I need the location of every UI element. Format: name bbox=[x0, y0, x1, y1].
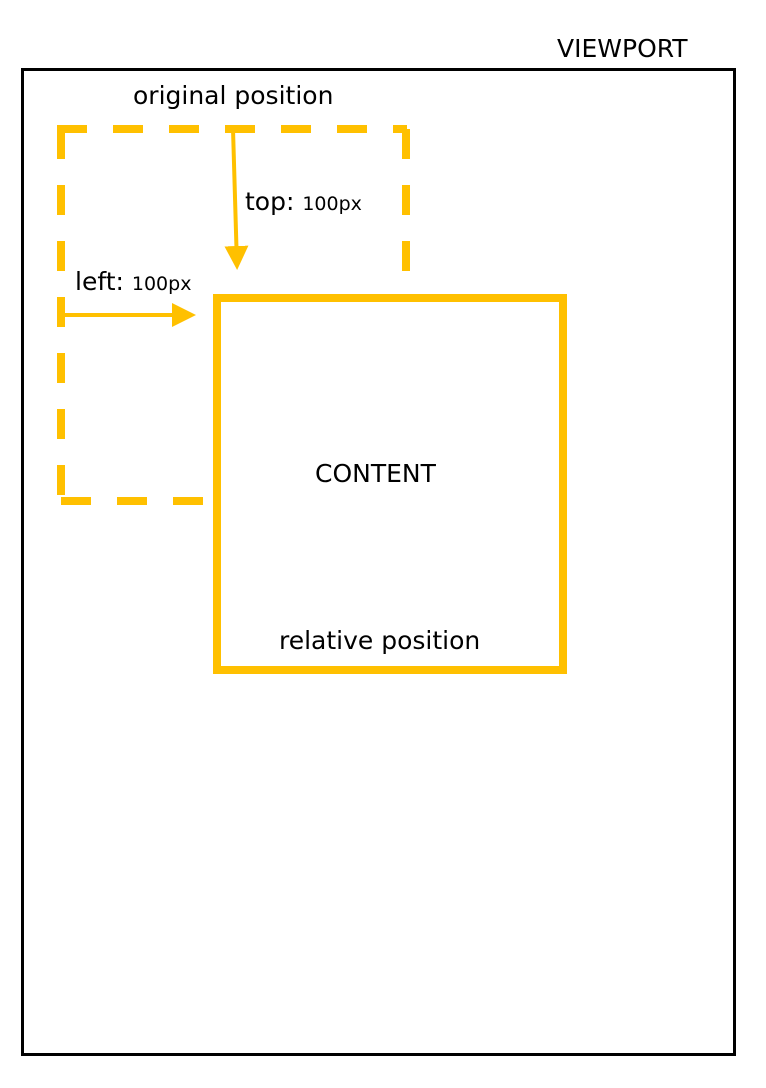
top-offset-arrow bbox=[224, 128, 249, 270]
left-offset-label: left: 100px bbox=[75, 269, 191, 294]
left-value-text: 100px bbox=[131, 273, 192, 295]
original-position-label: original position bbox=[133, 81, 334, 110]
relative-position-box bbox=[213, 294, 567, 674]
top-value-text: 100px bbox=[302, 193, 362, 215]
viewport-label: VIEWPORT bbox=[557, 34, 688, 63]
content-label: CONTENT bbox=[315, 459, 436, 488]
top-property-text: top: bbox=[245, 187, 295, 216]
relative-position-label: relative position bbox=[279, 626, 481, 655]
left-property-text: left: bbox=[75, 267, 124, 296]
original-position-box bbox=[57, 125, 410, 505]
viewport-frame bbox=[21, 68, 736, 1056]
top-offset-label: top: 100px bbox=[245, 189, 362, 214]
